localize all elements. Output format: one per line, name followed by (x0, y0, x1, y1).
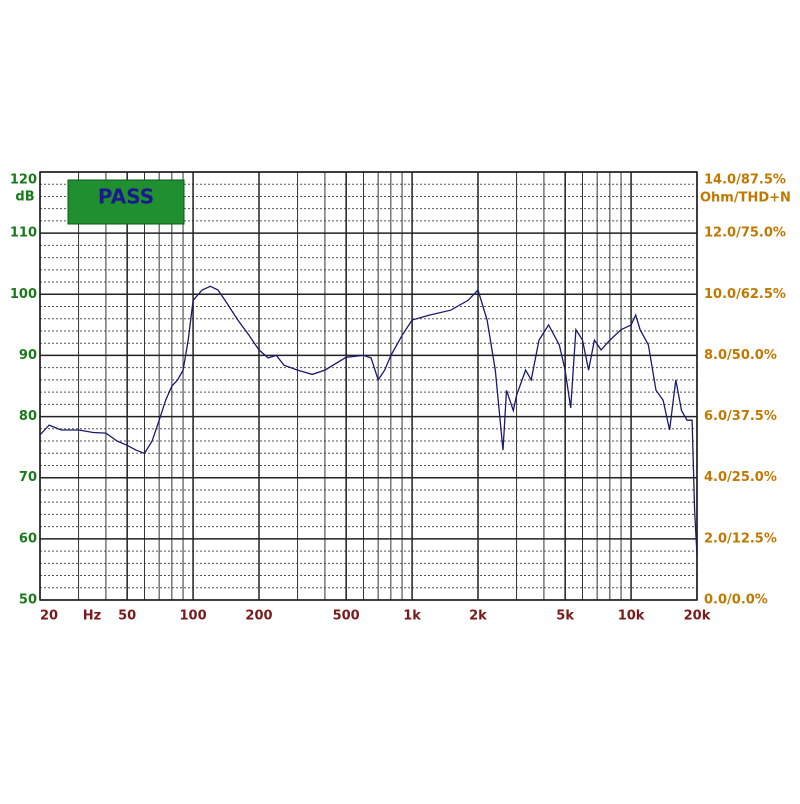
y2-tick-label: 8.0/50.0% (704, 348, 777, 363)
y-unit-label: dB (15, 190, 34, 205)
y2-tick-label: 10.0/62.5% (704, 287, 786, 302)
x-tick-label: 500 (333, 609, 360, 624)
plot-frame (39, 171, 698, 601)
x-tick-label: 20k (684, 609, 711, 624)
x-tick-label: 50 (118, 609, 136, 624)
y-tick-label: 100 (10, 287, 37, 302)
y2-tick-label: 0.0/0.0% (704, 593, 768, 608)
y2-tick-label: 14.0/87.5% (704, 173, 786, 188)
response-curve (39, 285, 698, 556)
x-tick-label: 5k (556, 609, 574, 624)
x-tick-label: 2k (469, 609, 487, 624)
y-tick-label: 80 (19, 409, 37, 424)
x-tick-label: 100 (180, 609, 207, 624)
y-tick-label: 50 (19, 593, 37, 608)
y2-tick-label: 2.0/12.5% (704, 531, 777, 546)
x-tick-label: 200 (245, 609, 272, 624)
y2-tick-label: 6.0/37.5% (704, 409, 777, 424)
x-tick-label: 1k (403, 609, 421, 624)
x-tick-label: 20 (40, 609, 58, 624)
x-tick-label: 10k (618, 609, 645, 624)
y2-tick-label: 4.0/25.0% (704, 470, 777, 485)
pass-badge (67, 179, 185, 225)
y-tick-label: 110 (10, 226, 37, 241)
pass-text: PASS (98, 185, 154, 209)
y2-tick-label: 12.0/75.0% (704, 226, 786, 241)
y-tick-label: 90 (19, 348, 37, 363)
y-tick-label: 120 (10, 173, 37, 188)
x-unit-label: Hz (83, 609, 101, 624)
y-tick-label: 60 (19, 531, 37, 546)
y-tick-label: 70 (19, 470, 37, 485)
y2-axis-label: Ohm/THD+N (700, 191, 791, 206)
